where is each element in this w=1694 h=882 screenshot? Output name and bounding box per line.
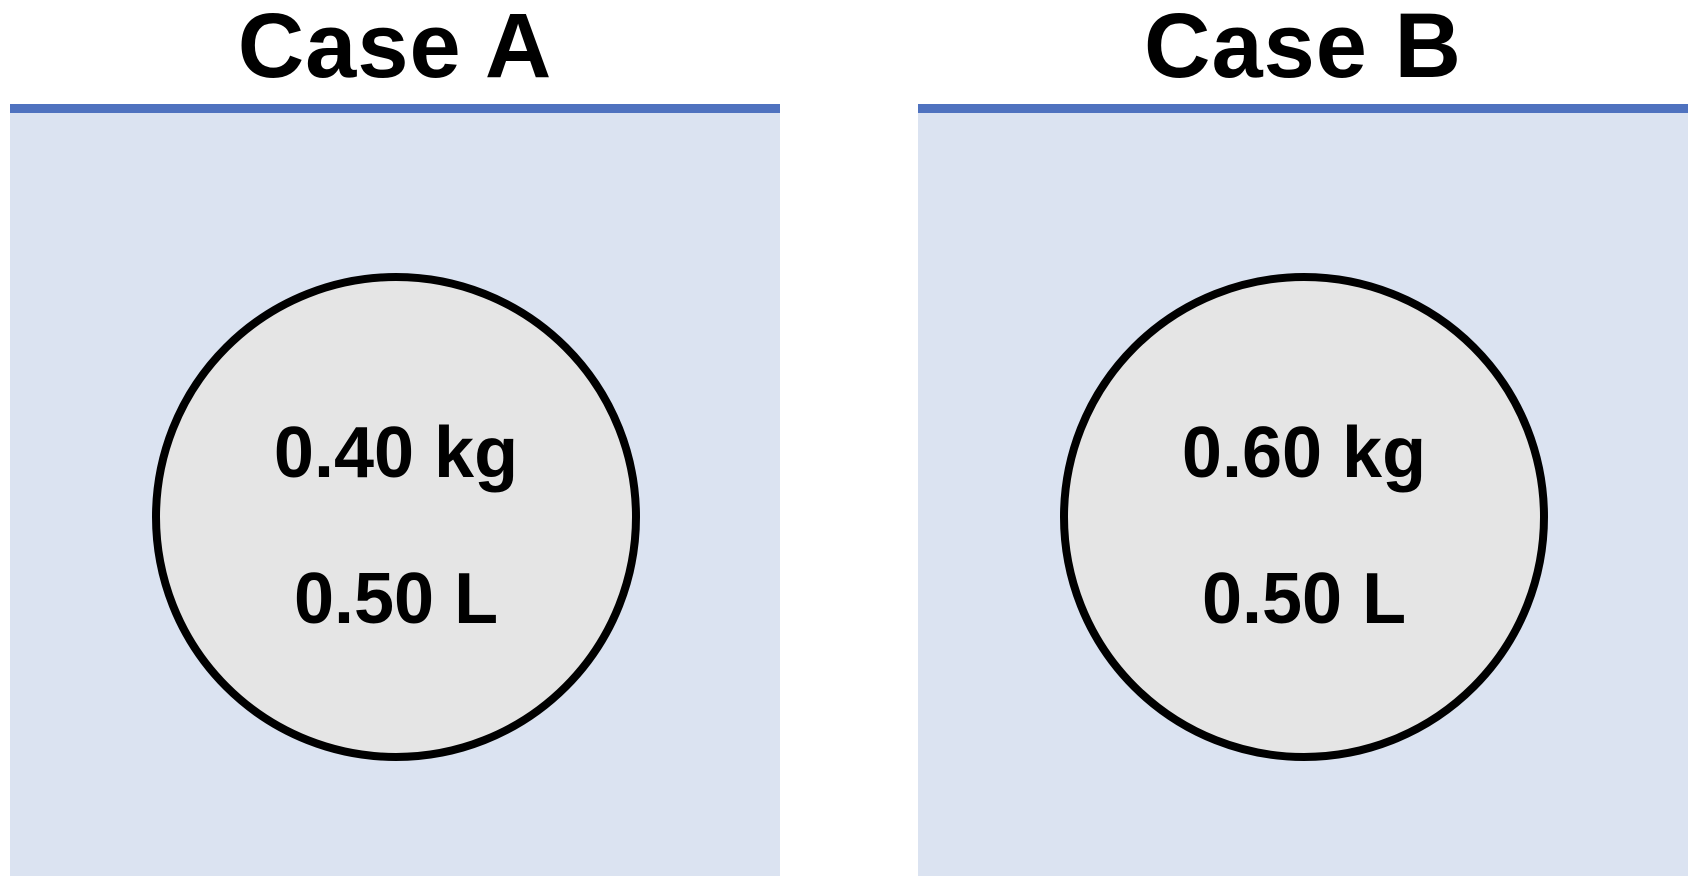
case-a-volume-label: 0.50 L — [293, 559, 499, 639]
case-b-mass-label: 0.60 kg — [1181, 413, 1427, 493]
case-b-submerged-ball: 0.60 kg 0.50 L — [1060, 273, 1548, 761]
case-b-volume-label: 0.50 L — [1201, 559, 1407, 639]
case-b-liquid-tank: 0.60 kg 0.50 L — [918, 104, 1688, 876]
case-a-liquid-tank: 0.40 kg 0.50 L — [10, 104, 780, 876]
case-b-title: Case B — [1144, 0, 1462, 97]
case-a-mass-label: 0.40 kg — [273, 413, 519, 493]
case-a-title: Case A — [237, 0, 553, 97]
case-a-submerged-ball: 0.40 kg 0.50 L — [152, 273, 640, 761]
